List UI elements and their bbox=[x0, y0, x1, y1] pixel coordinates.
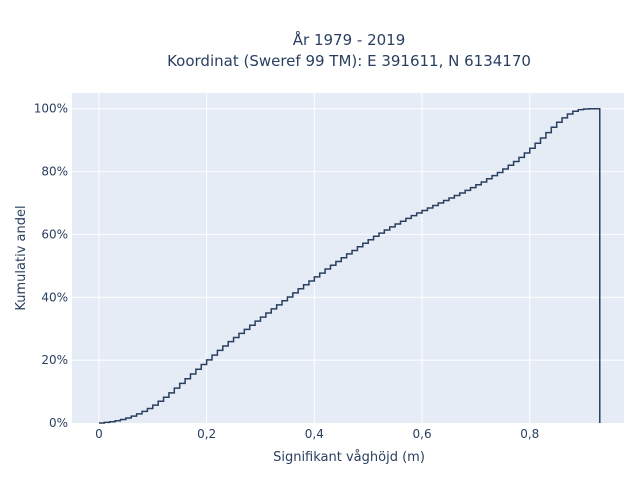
series-layer bbox=[98, 107, 601, 424]
y-tick-label: 20% bbox=[41, 353, 68, 367]
chart-title-line-1: År 1979 - 2019 bbox=[293, 30, 406, 49]
x-axis-title: Signifikant våghöjd (m) bbox=[273, 450, 425, 465]
y-tick-label: 0% bbox=[49, 416, 68, 430]
y-tick-label: 80% bbox=[41, 165, 68, 179]
chart-title-line-2: Koordinat (Sweref 99 TM): E 391611, N 61… bbox=[167, 52, 531, 70]
cdf-step-line bbox=[98, 107, 601, 424]
grid-lines bbox=[72, 93, 624, 423]
y-tick-label: 60% bbox=[41, 227, 68, 241]
x-tick-label: 0,4 bbox=[305, 427, 324, 441]
y-tick-label: 40% bbox=[41, 290, 68, 304]
tick-labels: 0 0,2 0,4 0,6 0,8 0% 20% 40% 60% 80% 100% bbox=[34, 102, 540, 441]
x-tick-label: 0 bbox=[95, 427, 103, 441]
x-tick-label: 0,2 bbox=[197, 427, 216, 441]
x-tick-label: 0,8 bbox=[520, 427, 539, 441]
x-tick-label: 0,6 bbox=[413, 427, 432, 441]
y-tick-label: 100% bbox=[34, 102, 68, 116]
y-axis-title: Kumulativ andel bbox=[14, 205, 29, 310]
